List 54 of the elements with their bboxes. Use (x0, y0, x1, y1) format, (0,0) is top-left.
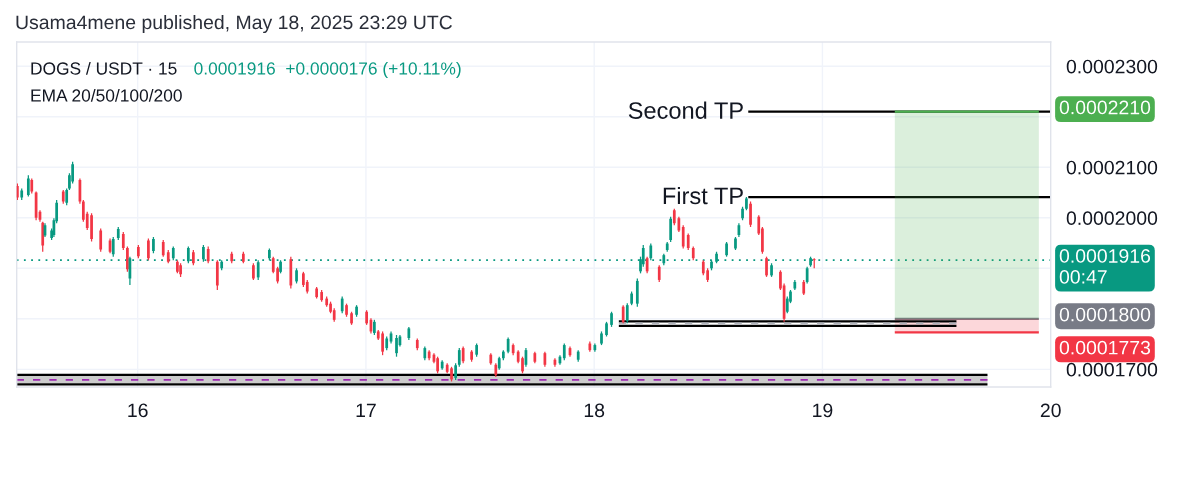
candlestick (600, 330, 603, 346)
candlestick (521, 356, 524, 374)
data-label: 0.0002210 (1059, 100, 1151, 115)
text: DOGS / USDT · 15 (31, 61, 177, 75)
candlestick (215, 259, 219, 291)
candlestick (765, 256, 768, 278)
x-tick-label: 19 (813, 403, 833, 418)
candlestick (450, 366, 453, 383)
candlestick (770, 262, 773, 278)
candlestick (90, 212, 93, 243)
candlestick (252, 262, 255, 281)
y-tick-label: 0.0002000 (1066, 211, 1158, 226)
y-tick-label: 0.0002100 (1066, 160, 1158, 175)
candlestick (179, 262, 182, 278)
candlestick (395, 334, 398, 358)
candlestick (350, 311, 353, 326)
candlestick (126, 245, 129, 273)
candlestick (621, 304, 625, 324)
candlestick (295, 267, 298, 285)
y-tick-label: 0.0002300 (1066, 59, 1158, 74)
candlestick (635, 277, 639, 308)
chart-title: Usama4mene published, May 18, 2025 23:29 UTC (16, 14, 453, 34)
x-tick-label: 16 (128, 403, 148, 418)
candlestick (381, 330, 384, 356)
annotation: 0.0001916 +0.0000176 (+10.11%) (194, 61, 461, 79)
candlestick (734, 236, 737, 251)
candlestick (457, 347, 461, 368)
y-tick-label: 0.0001700 (1066, 362, 1158, 377)
x-tick-label: 20 (1040, 403, 1061, 418)
candlestick (749, 200, 752, 228)
series-label: Second TP (628, 101, 743, 119)
candlestick (745, 196, 748, 211)
candlestick (345, 303, 348, 318)
candlestick (741, 206, 744, 221)
candlestick (121, 231, 125, 251)
candlestick (681, 224, 685, 250)
annotation: EMA 20/50/100/200 (31, 88, 182, 102)
x-tick-label: 17 (356, 403, 376, 418)
data-label: 0.0001773 (1059, 340, 1151, 355)
candlestick (355, 304, 358, 318)
ref-line-label: 0.0001916 00:47 (1059, 249, 1151, 284)
data-label: 0.0001800 (1059, 307, 1151, 322)
candlestick (26, 174, 30, 198)
candlestick (725, 241, 728, 258)
candlestick (669, 216, 673, 243)
series-label: First TP (663, 186, 743, 205)
candlestick (436, 356, 439, 374)
candlestick (147, 237, 150, 261)
candlestick (610, 311, 613, 328)
x-tick-label: 18 (584, 403, 605, 418)
candlestick (99, 227, 103, 253)
candlestick (152, 236, 155, 254)
candlestick (625, 302, 629, 324)
candlestick (605, 321, 608, 338)
